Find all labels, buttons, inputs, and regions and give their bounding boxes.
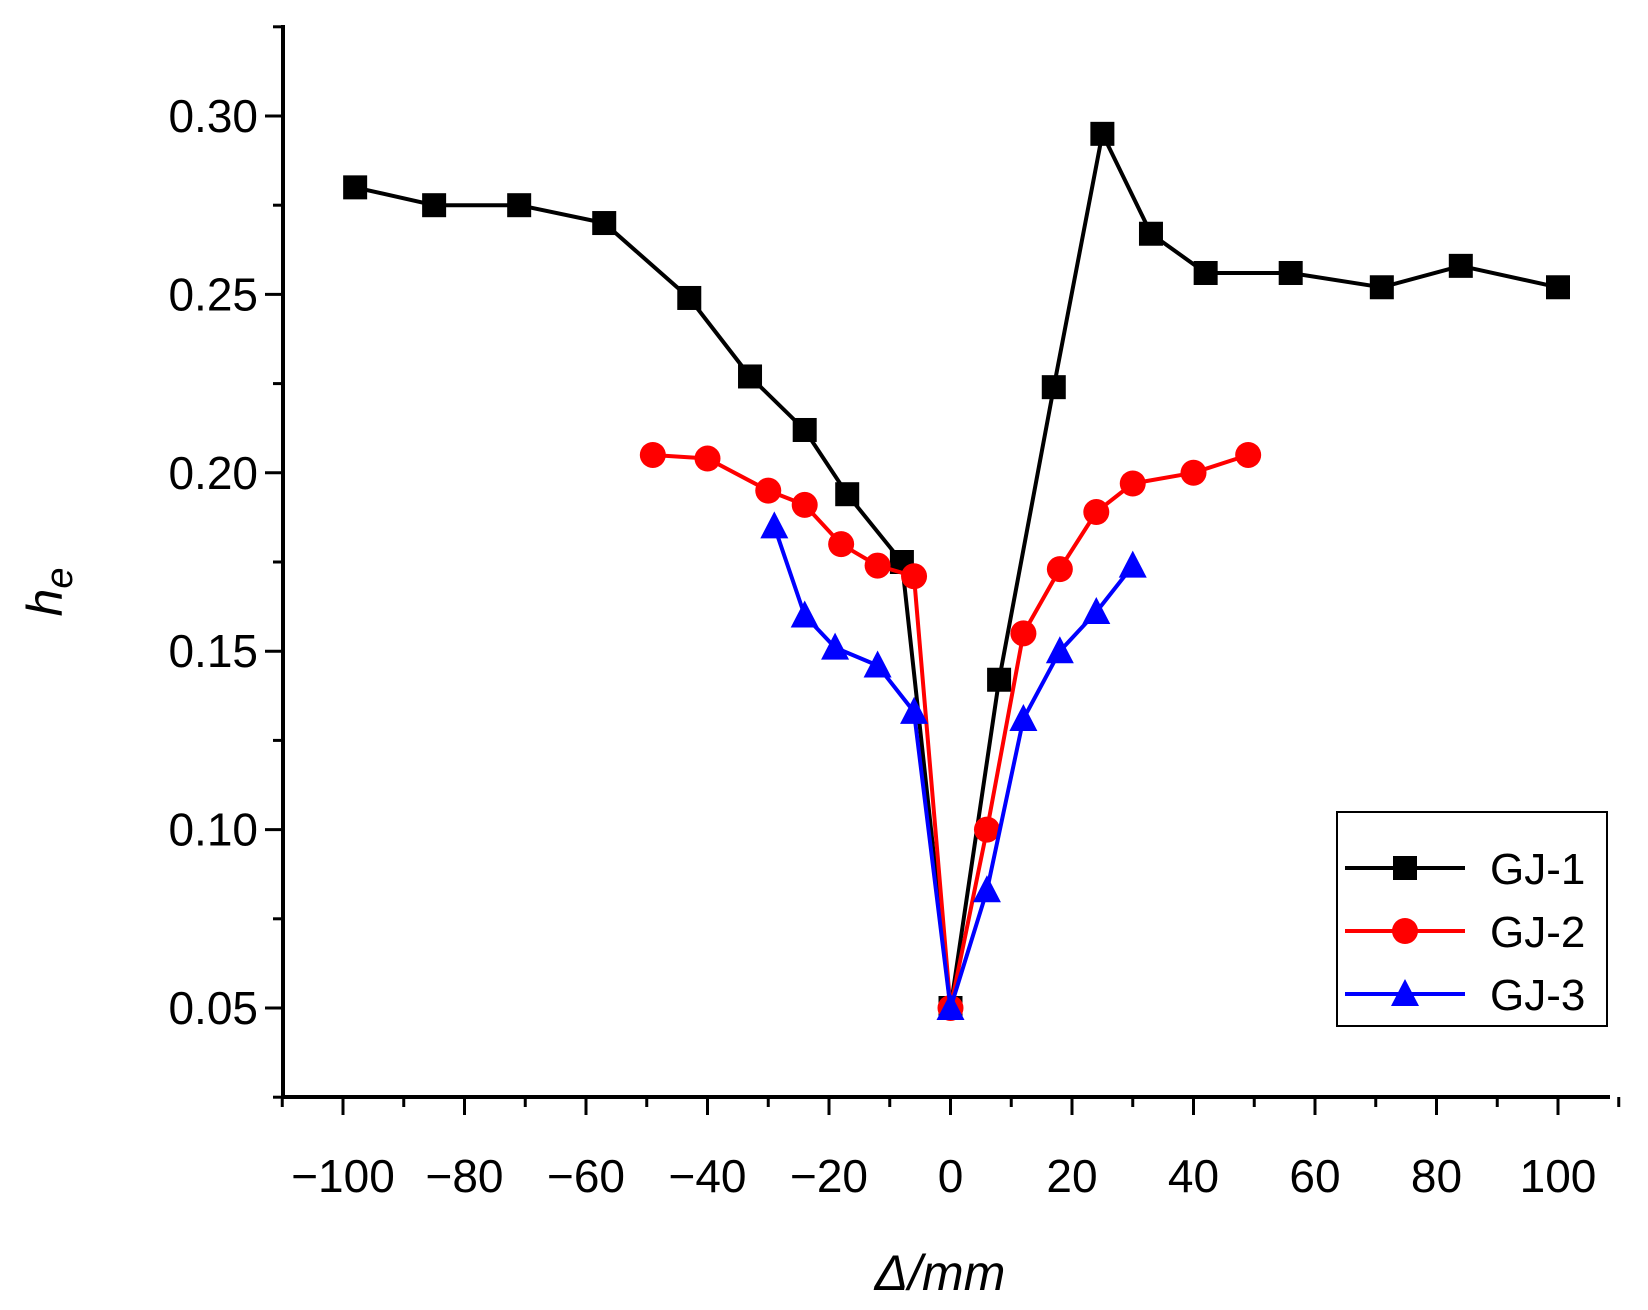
y-axis-tick-labels: 0.05 0.10 0.15 0.20 0.25 0.30 [168, 90, 258, 1034]
x-tick-label: −100 [291, 1150, 395, 1202]
data-point-gj-2 [901, 563, 928, 590]
data-point-gj-3 [790, 600, 819, 628]
series-line-gj-3 [772, 525, 1135, 1010]
x-tick-label: 60 [1289, 1150, 1340, 1202]
data-point-gj-1 [592, 211, 617, 236]
data-point-gj-1 [1041, 375, 1066, 400]
y-axis-title-subscript: e [39, 568, 81, 589]
data-point-gj-3 [1082, 596, 1111, 624]
data-point-gj-2 [1046, 556, 1073, 583]
x-tick-label: −20 [790, 1150, 868, 1202]
data-point-gj-3 [1009, 703, 1038, 731]
x-tick-label: −40 [668, 1150, 746, 1202]
series-gj-3 [760, 511, 1147, 1020]
y-axis-title-main: h [17, 589, 73, 617]
x-tick-label: −80 [425, 1150, 503, 1202]
y-tick-label: 0.25 [168, 268, 258, 320]
legend-label-gj-3: GJ-3 [1490, 971, 1585, 1020]
y-tick-label: 0.10 [168, 804, 258, 856]
y-axis-ticks [265, 25, 283, 1099]
data-point-gj-1 [792, 417, 817, 442]
legend-marker-gj-2 [1392, 918, 1418, 944]
x-tick-label: 20 [1046, 1150, 1097, 1202]
data-point-gj-2 [864, 552, 891, 579]
data-point-gj-2 [1119, 470, 1146, 497]
legend: GJ-1 GJ-2 GJ-3 [1336, 811, 1608, 1027]
data-point-gj-1 [1193, 260, 1218, 285]
data-point-gj-2 [828, 531, 855, 558]
data-point-gj-1 [1090, 121, 1115, 146]
y-tick-label: 0.30 [168, 90, 258, 142]
data-point-gj-3 [760, 511, 789, 539]
legend-marker-gj-1 [1393, 856, 1417, 880]
data-point-gj-2 [755, 477, 782, 504]
y-tick-label: 0.15 [168, 625, 258, 677]
series-line-gj-2 [652, 453, 1249, 1010]
data-point-gj-1 [987, 667, 1012, 692]
data-point-gj-2 [1180, 459, 1207, 486]
legend-label-gj-1: GJ-1 [1490, 845, 1585, 894]
data-point-gj-3 [972, 875, 1001, 903]
legend-label-gj-2: GJ-2 [1490, 908, 1585, 957]
y-tick-label: 0.20 [168, 447, 258, 499]
data-point-gj-2 [791, 491, 818, 518]
data-point-gj-1 [1546, 275, 1570, 300]
x-tick-label: −60 [547, 1150, 625, 1202]
data-point-gj-1 [738, 364, 763, 389]
data-point-gj-1 [1369, 275, 1394, 300]
x-tick-label: 100 [1520, 1150, 1597, 1202]
data-point-gj-3 [863, 650, 892, 678]
data-point-gj-3 [1118, 550, 1147, 578]
data-point-gj-1 [343, 175, 368, 200]
plot-series [343, 121, 1570, 1021]
data-point-gj-3 [936, 993, 965, 1020]
data-point-gj-1 [677, 285, 702, 310]
data-point-gj-3 [1045, 636, 1074, 664]
x-axis-title: Δ/mm [874, 1245, 1006, 1301]
y-tick-label: 0.05 [168, 982, 258, 1034]
data-point-gj-1 [835, 482, 860, 507]
data-point-gj-2 [1010, 620, 1037, 647]
x-tick-label: 40 [1168, 1150, 1219, 1202]
x-axis-tick-labels: −100 −80 −60 −40 −20 0 20 40 60 80 100 [291, 1150, 1596, 1202]
data-point-gj-2 [1235, 441, 1262, 468]
x-axis-ticks [280, 1097, 1621, 1115]
data-point-gj-3 [821, 632, 850, 660]
legend-marker-gj-3 [1391, 979, 1419, 1006]
data-point-gj-1 [1448, 253, 1473, 278]
y-axis-title: he [17, 568, 81, 617]
data-point-gj-1 [422, 193, 447, 218]
x-tick-label: 0 [938, 1150, 964, 1202]
data-point-gj-1 [1278, 260, 1303, 285]
data-point-gj-1 [1138, 221, 1163, 246]
legend-box [1336, 811, 1608, 1027]
data-point-gj-2 [639, 441, 666, 468]
data-point-gj-2 [694, 445, 721, 472]
x-tick-label: 80 [1411, 1150, 1462, 1202]
data-point-gj-2 [973, 816, 1000, 843]
data-point-gj-2 [1083, 499, 1110, 526]
series-gj-2 [639, 441, 1262, 1021]
data-point-gj-1 [507, 193, 532, 218]
data-point-gj-3 [900, 696, 929, 724]
